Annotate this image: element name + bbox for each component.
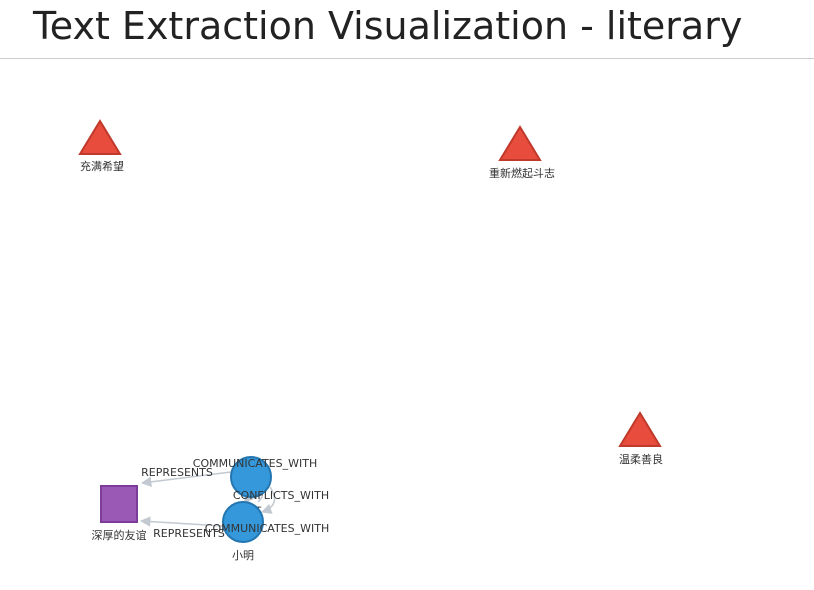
graph-node-triangle[interactable]: 重新燃起斗志	[489, 125, 555, 180]
triangle-node-icon[interactable]	[618, 411, 662, 447]
edge-label: REPRESENTS	[141, 466, 213, 479]
page-title: Text Extraction Visualization - literary	[33, 4, 743, 48]
triangle-node-icon[interactable]	[78, 119, 122, 155]
graph-node-square[interactable]: 深厚的友谊	[92, 485, 147, 542]
edge-label: REPRESENTS	[153, 527, 225, 540]
triangle-node-icon[interactable]	[498, 125, 542, 161]
edge-conflicts-with[interactable]	[261, 486, 276, 514]
edge-label: CONFLICTS_WITH	[233, 489, 329, 502]
square-node-icon[interactable]	[100, 485, 138, 523]
graph-node-triangle[interactable]: 充满希望	[78, 119, 124, 173]
circle-node-icon[interactable]	[222, 501, 264, 543]
node-label: 温柔善良	[619, 452, 663, 466]
edge-labels-layer: REPRESENTSREPRESENTSCOMMUNICATES_WITHCON…	[141, 457, 329, 540]
edge-represents[interactable]	[139, 516, 224, 527]
node-label: 充满希望	[80, 159, 124, 173]
circle-node-icon[interactable]	[230, 456, 272, 498]
edge-label: COMMUNICATES_WITH	[205, 522, 329, 535]
node-label: 深厚的友谊	[92, 528, 147, 542]
node-label: 重新燃起斗志	[489, 166, 555, 180]
title-divider	[0, 58, 814, 59]
edge-label: COMMUNICATES_WITH	[193, 457, 317, 470]
node-label: 小明	[232, 549, 254, 562]
edge-represents[interactable]	[140, 471, 232, 488]
graph-node-triangle[interactable]: 温柔善良	[618, 411, 663, 466]
graph-node-circle[interactable]: 小明	[222, 501, 264, 562]
nodes-layer: 充满希望重新燃起斗志温柔善良小红小明深厚的友谊	[78, 119, 663, 562]
